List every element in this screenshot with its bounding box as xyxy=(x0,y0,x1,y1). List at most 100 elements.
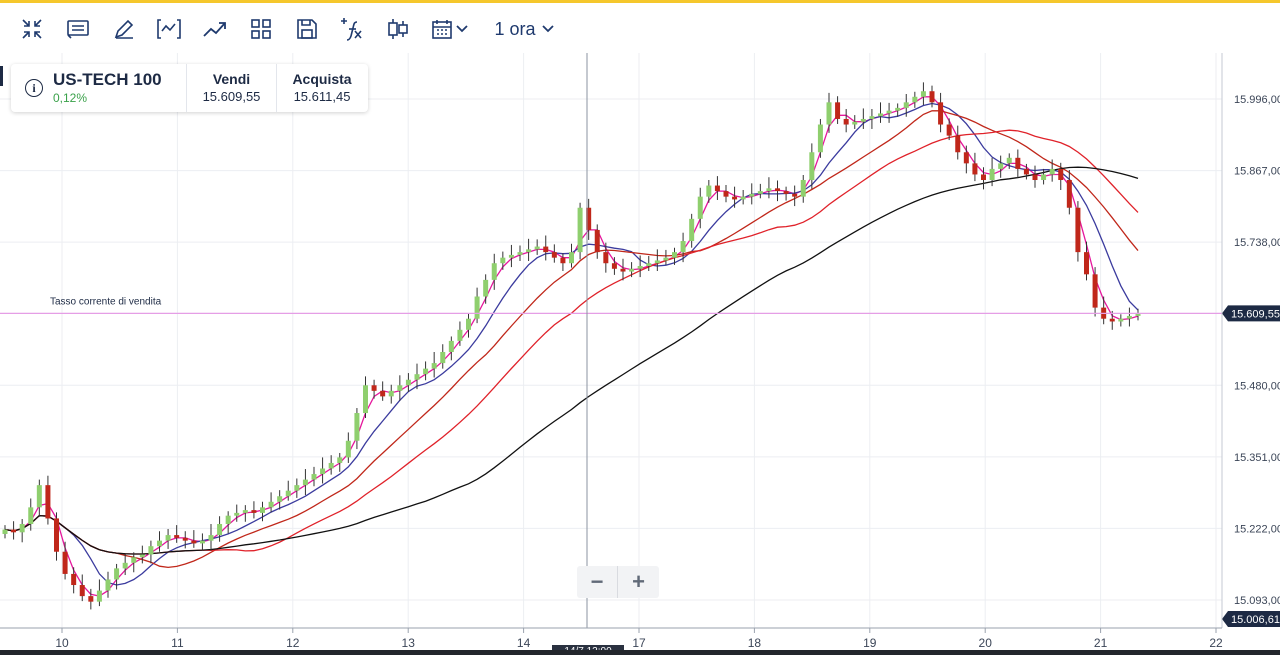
zoom-in-button[interactable]: + xyxy=(632,569,645,594)
candle-down xyxy=(963,152,969,164)
ma-red-line-2 xyxy=(4,129,1139,555)
sell-price: 15.609,55 xyxy=(202,89,261,104)
candle-up xyxy=(878,113,883,117)
candle-down xyxy=(54,518,59,552)
candle-up xyxy=(363,385,368,414)
candle-down xyxy=(1015,157,1021,169)
candle-up xyxy=(869,116,875,119)
candle-up xyxy=(397,385,403,391)
candle-down xyxy=(1084,252,1089,275)
candle-up xyxy=(663,257,669,261)
bottom-bar xyxy=(0,650,1280,655)
candle-up xyxy=(491,263,497,280)
x-tick-label: 10 xyxy=(55,636,69,650)
candle-up xyxy=(689,218,695,242)
candle-down xyxy=(1023,168,1029,175)
candle-down xyxy=(783,191,789,194)
candle-up xyxy=(122,562,128,569)
ma-red-line-1 xyxy=(4,110,1139,569)
collapse-icon[interactable] xyxy=(20,15,44,43)
candle-down xyxy=(620,268,626,272)
candle-down xyxy=(62,551,68,574)
candle-down xyxy=(1092,274,1098,308)
sell-label: Vendi xyxy=(212,71,251,87)
bid-price-tag-text: 15.609,55 xyxy=(1231,308,1280,320)
candle-down xyxy=(182,537,188,541)
candle-up xyxy=(405,379,411,386)
x-tick-label: 11 xyxy=(171,636,184,650)
candle-up xyxy=(474,296,480,319)
info-icon[interactable]: i xyxy=(25,79,43,97)
candle-down xyxy=(1075,207,1081,253)
candle-up xyxy=(646,263,652,266)
x-axis: 10 11 12 13 14 17 18 19 20 21 22 xyxy=(0,627,1223,650)
candle-up xyxy=(749,193,755,197)
candle-up xyxy=(302,479,308,486)
timeframe-dropdown[interactable]: 1 ora xyxy=(492,15,556,43)
candle-down xyxy=(251,510,257,513)
x-tick-label: 13 xyxy=(402,636,416,650)
instrument-name: US-TECH 100 xyxy=(53,70,162,89)
moving-averages xyxy=(4,96,1139,597)
candle-up xyxy=(388,390,394,397)
candle-down xyxy=(723,191,729,197)
candle-up xyxy=(860,118,866,122)
layout-grid-icon[interactable] xyxy=(249,15,273,43)
candle-up xyxy=(19,523,25,533)
candle-up xyxy=(139,554,145,558)
chart-svg: Tasso corrente di vendita 15.609,55 15.006… xyxy=(0,53,1280,655)
zoom-out-button[interactable]: − xyxy=(577,566,618,598)
candle-up xyxy=(217,523,223,536)
ma-slow-line xyxy=(4,102,1139,586)
candle-down xyxy=(191,540,197,544)
function-icon[interactable] xyxy=(339,15,365,43)
candle-up xyxy=(354,413,360,441)
candle-up xyxy=(680,241,686,253)
chart-overlays: Tasso corrente di vendita 15.609,55 15.006… xyxy=(0,53,1280,655)
y-tick-label: 15.996,00 xyxy=(1234,94,1280,106)
y-tick-label: 15.867,00 xyxy=(1234,166,1280,178)
candle-style-icon[interactable] xyxy=(386,15,410,43)
save-icon[interactable] xyxy=(295,15,319,43)
bid-price-tag xyxy=(1222,305,1280,322)
candle-down xyxy=(929,91,935,103)
candle-up xyxy=(448,340,454,352)
candle-down xyxy=(45,485,51,519)
news-icon[interactable] xyxy=(66,15,90,43)
x-tick-label: 21 xyxy=(1094,636,1108,650)
candle-up xyxy=(234,512,240,516)
candle-down xyxy=(174,535,180,538)
indicator-trend-icon[interactable] xyxy=(202,15,228,43)
candle-up xyxy=(131,557,137,563)
candle-up xyxy=(1049,168,1055,175)
calendar-dropdown[interactable] xyxy=(430,15,470,43)
candle-up xyxy=(208,535,214,541)
candle-up xyxy=(337,457,343,463)
x-tick-label: 22 xyxy=(1209,636,1223,650)
y-tick-label: 15.351,00 xyxy=(1234,452,1280,464)
candle-up xyxy=(157,540,162,547)
candle-down xyxy=(586,207,592,230)
candle-down xyxy=(1066,180,1072,208)
candle-up xyxy=(886,110,892,114)
candle-up xyxy=(852,121,858,125)
candle-up xyxy=(268,501,274,508)
chart-grid xyxy=(0,53,1222,628)
candle-up xyxy=(260,507,265,513)
candle-down xyxy=(714,185,720,192)
price-chart[interactable]: Tasso corrente di vendita 15.609,55 15.006… xyxy=(0,53,1280,655)
chart-type-icon[interactable] xyxy=(156,15,182,43)
buy-button[interactable]: Acquista 15.611,45 xyxy=(277,64,367,112)
draw-icon[interactable] xyxy=(112,15,136,43)
sell-button[interactable]: Vendi 15.609,55 xyxy=(187,64,277,112)
candle-up xyxy=(989,168,995,181)
bid-line-label: Tasso corrente di vendita xyxy=(50,296,162,307)
ma-fast-line xyxy=(4,96,1139,597)
candle-up xyxy=(903,102,909,108)
zoom-controls: − + xyxy=(577,566,659,598)
candle-down xyxy=(551,252,557,258)
instrument-info[interactable]: i US-TECH 100 0,12% xyxy=(11,64,187,112)
x-tick-label: 12 xyxy=(286,636,300,650)
candle-up xyxy=(311,474,317,480)
calendar-icon xyxy=(432,19,452,39)
